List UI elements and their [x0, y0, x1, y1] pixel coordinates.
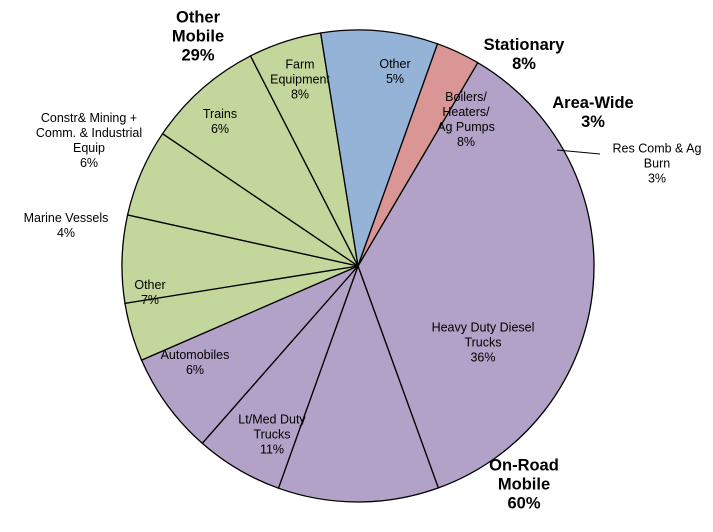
slice-label-heavy-duty-diesel-0: Heavy Duty Diesel Trucks 36% — [432, 320, 535, 364]
slice-label-other-8: Other 5% — [379, 57, 410, 86]
slice-label-lt-med-duty-1: Lt/Med Duty Trucks 11% — [238, 412, 306, 456]
slice-other-3 — [140, 265, 359, 445]
slice-label-other-3: Other 7% — [134, 278, 165, 307]
slice-label-marine-vessels-4: Marine Vessels 4% — [24, 211, 109, 240]
slice-boilers-heaters-ag-pumps-9 — [319, 29, 439, 267]
leader-line — [556, 149, 601, 155]
group-label-area-wide: Area-Wide 3% — [552, 94, 633, 131]
slice-label-farm-7: Farm Equipment 8% — [270, 57, 330, 101]
slice-label-constr-mining-5: Constr& Mining + Comm. & Industrial Equip 6… — [36, 111, 142, 170]
slice-farm-equipment-7 — [161, 55, 359, 267]
slice-label-automobiles-2: Automobiles 6% — [161, 348, 230, 377]
group-label-other: Other Mobile 29% — [172, 8, 224, 64]
slice-label-trains-6: Trains 6% — [203, 107, 237, 136]
slice-heavy-duty-diesel-trucks-0 — [357, 61, 595, 489]
slice-lt-med-duty-trucks-1 — [277, 264, 440, 503]
slice-res-comb-ag-burn-10 — [357, 42, 479, 267]
group-label-stationary: Stationary 8% — [484, 36, 566, 73]
slice-label-boilers-9: Boilers/Heaters/Ag Pumps 8% — [437, 90, 495, 149]
group-label-on-road: On-Road Mobile 60% — [489, 456, 559, 512]
slice-label-res-comb-ag-10: Res Comb & Ag Burn 3% — [613, 141, 702, 185]
